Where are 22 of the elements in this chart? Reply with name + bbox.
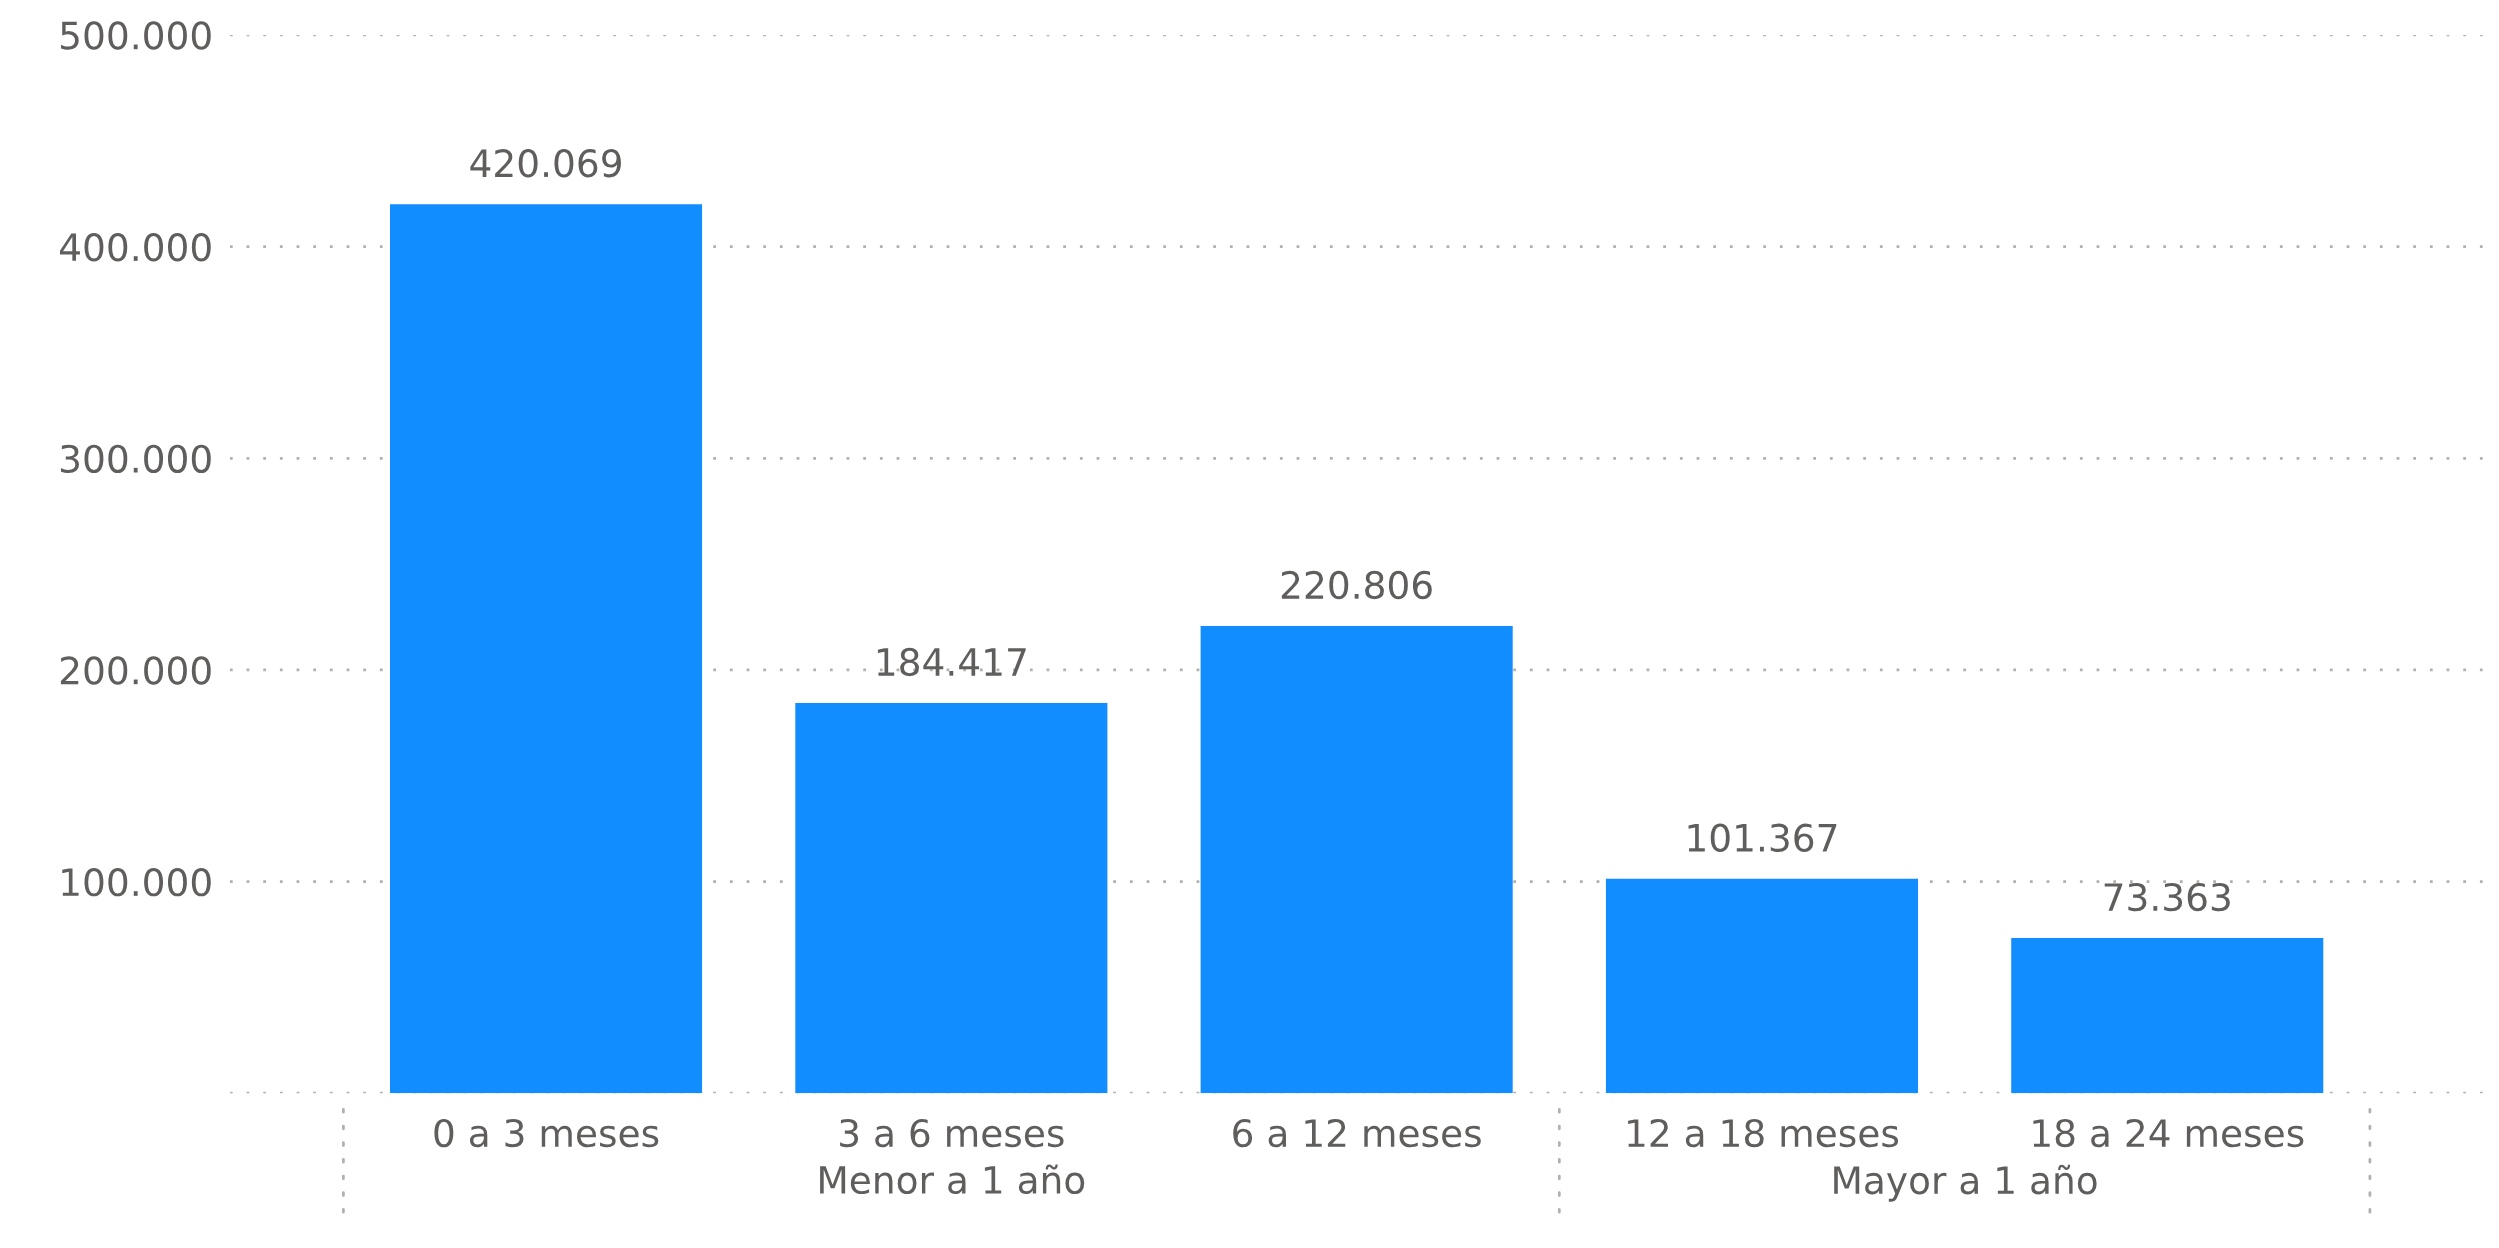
y-tick-label: 500.000 [61, 21, 211, 50]
y-tick-label: 100.000 [62, 868, 211, 897]
text: Menor a 1 año [820, 1164, 1085, 1195]
data-label: 101.367 [1688, 823, 1837, 852]
bar [2011, 937, 2324, 1094]
bar [795, 702, 1108, 1094]
bar [390, 204, 703, 1094]
y-tick-label: 300.000 [61, 444, 211, 474]
bar [1605, 878, 1918, 1094]
x-tick-label: 3 a 6 meses [840, 1118, 1064, 1148]
x-tick-label: 18 a 24 meses [2033, 1118, 2304, 1148]
bar [1200, 625, 1513, 1094]
data-label: 220.806 [1281, 570, 1432, 600]
x-tick-label: 12 a 18 meses [1628, 1118, 1899, 1148]
text: Mayor a 1 año [1834, 1164, 2097, 1202]
data-label: 184.417 [877, 647, 1026, 677]
data-label: 420.069 [470, 149, 621, 178]
x-tick-label: 0 a 3 meses [434, 1118, 659, 1148]
x-tick-label: 6 a 12 meses [1233, 1118, 1481, 1148]
y-tick-label: 200.000 [60, 656, 211, 685]
y-tick-label: 400.000 [60, 233, 211, 262]
data-label: 73.363 [2104, 882, 2230, 912]
